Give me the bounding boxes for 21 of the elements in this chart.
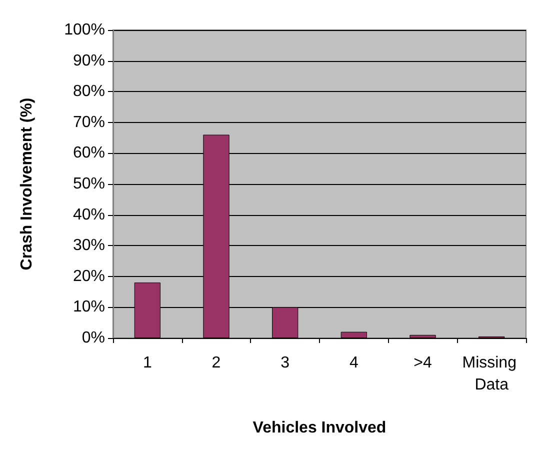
x-tick-label: 3 [280, 354, 290, 372]
y-tick-label: 0% [82, 330, 105, 346]
y-tick-label: 30% [72, 237, 105, 254]
y-tick-label: 90% [72, 52, 105, 70]
y-tick-label: 20% [72, 268, 105, 285]
y-tick-label: 70% [72, 114, 105, 131]
bar [410, 334, 436, 338]
x-tick-label: 2 [212, 354, 221, 372]
y-axis-title: Crash Involvement (%) [18, 98, 36, 270]
x-tick-label: 4 [349, 354, 358, 372]
y-tick-label: 60% [72, 144, 105, 162]
y-tick-label: 80% [72, 83, 105, 100]
x-tick-label: Missing Data [462, 354, 521, 394]
x-axis-title: Vehicles Involved [252, 420, 386, 436]
y-tick-label: 100% [64, 22, 105, 38]
bar [340, 332, 367, 338]
y-tick-label: 10% [72, 298, 105, 316]
x-tick-label: 1 [142, 354, 152, 372]
x-tick-label: >4 [414, 354, 432, 372]
y-tick-label: 50% [72, 176, 105, 192]
y-tick-label: 40% [72, 206, 105, 224]
